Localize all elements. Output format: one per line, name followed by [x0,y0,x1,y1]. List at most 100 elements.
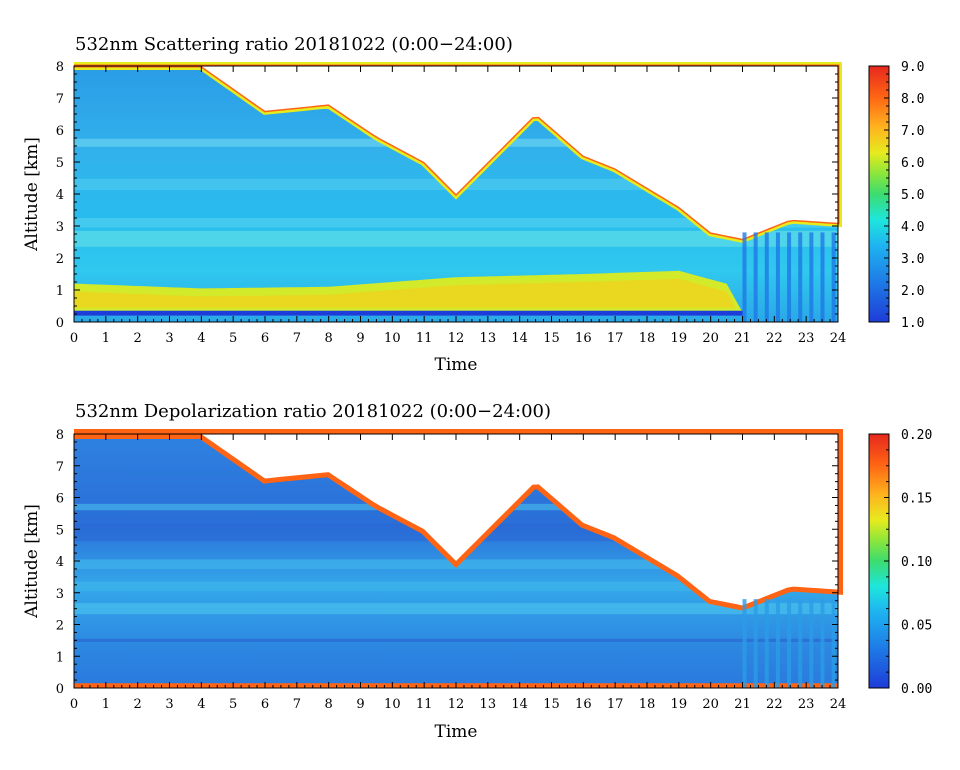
colorbar-tick-label: 0.15 [901,492,932,507]
y-tick-label: 6 [56,124,64,139]
x-tick-label: 24 [830,697,847,712]
x-tick-label: 9 [356,331,364,346]
x-tick-label: 18 [639,331,656,346]
x-tick-label: 11 [416,331,433,346]
y-tick-label: 8 [56,60,64,75]
x-tick-label: 8 [325,331,333,346]
data-column [809,599,814,688]
x-tick-label: 0 [70,697,78,712]
colorbar-tick-label: 9.0 [901,60,924,75]
data-column [798,232,803,322]
data-column [775,599,780,688]
colorbar-tick-label: 7.0 [901,124,924,139]
x-tick-label: 19 [671,697,688,712]
x-tick-label: 1 [102,697,110,712]
data-column [787,232,792,322]
data-column [787,599,792,688]
chart-title: 532nm Scattering ratio 20181022 (0:00−24… [75,34,513,55]
aerosol-layer [74,638,838,642]
aerosol-layer [74,230,838,247]
boundary-layer-core [74,278,737,308]
data-column [820,232,825,322]
colorbar-tick-label: 3.0 [901,252,924,267]
x-tick-label: 22 [766,331,783,346]
x-tick-label: 12 [448,331,465,346]
data-column [742,232,747,322]
colorbar-tick-label: 0.05 [901,619,932,634]
colorbar: 1.0 2.0 3.0 4.0 5.0 6.0 7.0 8.0 9.0 [868,60,924,331]
x-tick-label: 3 [165,331,173,346]
x-tick-label: 4 [197,331,205,346]
x-tick-label: 10 [384,331,401,346]
y-tick-label: 1 [56,650,64,665]
colorbar-tick-label: 0.10 [901,555,932,570]
aerosol-layer [74,581,838,592]
y-tick-label: 5 [56,156,64,171]
x-tick-label: 12 [448,697,465,712]
x-tick-label: 11 [416,697,433,712]
x-tick-label: 6 [261,697,269,712]
y-tick-label: 2 [56,619,64,634]
colorbar-tick-label: 1.0 [901,316,924,331]
scattering-ratio-panel: 532nm Scattering ratio 20181022 (0:00−24… [22,34,924,375]
x-tick-label: 0 [70,331,78,346]
data-column [753,599,758,688]
axes: 0 1 2 3 4 5 6 7 8 9 10 11 12 13 14 15 16 17 18 19 20 21 22 23 24… [56,428,847,712]
x-tick-label: 18 [639,697,656,712]
y-tick-label: 2 [56,252,64,267]
x-tick-label: 5 [229,697,237,712]
x-tick-label: 24 [830,331,847,346]
surface-layer [74,310,743,316]
y-tick-label: 4 [56,188,64,203]
y-axis-label: Altitude [km] [22,137,42,252]
x-tick-label: 20 [702,697,719,712]
x-tick-label: 14 [511,697,528,712]
colorbar-tick-label: 4.0 [901,220,924,235]
depolarization-ratio-panel: 532nm Depolarization ratio 20181022 (0:0… [22,401,932,742]
x-tick-label: 19 [671,331,688,346]
plot-area [73,429,843,689]
x-tick-label: 17 [607,331,624,346]
x-tick-label: 8 [325,697,333,712]
data-column [798,599,803,688]
x-tick-label: 14 [511,331,528,346]
x-tick-label: 10 [384,697,401,712]
y-tick-label: 3 [56,587,64,602]
x-tick-label: 4 [197,697,205,712]
x-tick-label: 15 [543,697,560,712]
x-tick-label: 15 [543,331,560,346]
data-column [775,232,780,322]
data-column [820,599,825,688]
x-tick-label: 16 [575,697,592,712]
data-column [831,232,836,322]
data-column [742,599,747,688]
cloud [74,434,838,606]
x-tick-label: 21 [734,331,751,346]
x-tick-label: 17 [607,697,624,712]
data-column [753,232,758,322]
y-tick-label: 7 [56,460,64,475]
data-column [831,599,836,688]
x-tick-label: 13 [480,331,497,346]
x-tick-label: 23 [798,697,815,712]
colorbar-tick-label: 6.0 [901,156,924,171]
y-tick-label: 7 [56,92,64,107]
y-tick-label: 5 [56,523,64,538]
x-tick-label: 7 [293,331,301,346]
colorbar: 0.00 0.05 0.10 0.15 0.20 [868,428,932,697]
aerosol-layer [74,218,838,228]
x-axis-label: Time [435,722,478,742]
x-tick-label: 7 [293,697,301,712]
x-tick-label: 21 [734,697,751,712]
data-column [764,232,769,322]
colorbar-tick-label: 0.20 [901,428,932,443]
x-tick-label: 2 [134,331,142,346]
colorbar-tick-label: 8.0 [901,92,924,107]
y-axis-label: Altitude [km] [22,504,42,619]
y-tick-label: 4 [56,555,64,570]
x-tick-label: 6 [261,331,269,346]
y-tick-label: 0 [56,316,64,331]
plot-area [73,62,842,323]
x-tick-label: 9 [356,697,364,712]
